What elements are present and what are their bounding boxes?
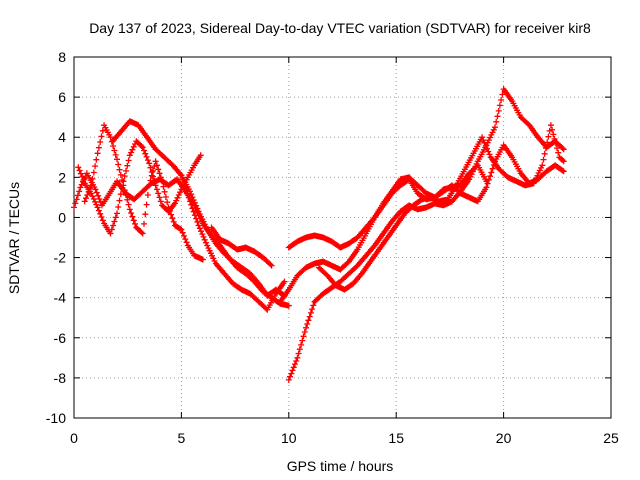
series-markers: [109, 118, 288, 299]
series-trace-10: [315, 122, 567, 293]
y-tick-label: -4: [54, 290, 67, 306]
y-tick-label: -6: [54, 330, 67, 346]
y-tick-label: 0: [58, 209, 66, 225]
x-axis: 0 5 10 15 20 25: [70, 57, 619, 446]
series-markers: [75, 138, 204, 237]
y-tick-label: 4: [58, 129, 66, 145]
y-tick-label: 6: [58, 89, 66, 105]
data-series: [71, 86, 567, 383]
series-markers: [285, 86, 567, 383]
series-trace-3: [81, 122, 206, 263]
y-axis: -10 -8 -6 -4 -2 0 2 4 6 8: [46, 49, 611, 426]
chart-title: Day 137 of 2023, Sidereal Day-to-day VTE…: [89, 20, 591, 36]
x-tick-label: 15: [388, 430, 404, 446]
series-markers: [315, 122, 567, 293]
x-tick-label: 25: [603, 430, 619, 446]
series-trace-9: [277, 162, 490, 305]
series-trace-4: [109, 118, 288, 299]
x-tick-label: 0: [70, 430, 78, 446]
grid-lines: [74, 57, 611, 418]
series-markers: [277, 162, 490, 305]
series-trace-5: [178, 172, 288, 313]
x-tick-label: 20: [496, 430, 512, 446]
x-tick-label: 5: [178, 430, 186, 446]
x-tick-label: 10: [281, 430, 297, 446]
y-axis-label: SDTVAR / TECUs: [6, 182, 22, 294]
series-markers: [178, 172, 288, 313]
y-tick-label: 2: [58, 169, 66, 185]
y-tick-label: -10: [46, 410, 66, 426]
plot-frame: [73, 56, 612, 419]
y-tick-label: -8: [54, 370, 67, 386]
series-trace-8: [285, 86, 567, 383]
y-tick-label: -2: [54, 250, 67, 266]
x-axis-label: GPS time / hours: [287, 458, 394, 474]
series-trace-6: [208, 224, 275, 269]
series-trace-2: [75, 138, 204, 237]
series-markers: [208, 224, 275, 269]
series-markers: [81, 122, 206, 263]
y-tick-label: 8: [58, 49, 66, 65]
